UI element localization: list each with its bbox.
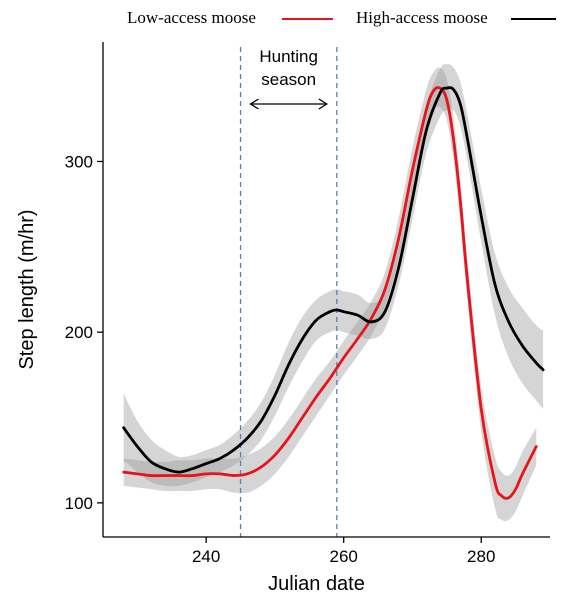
x-tick-label: 280 [467, 547, 495, 566]
y-axis-label: Step length (m/hr) [16, 209, 38, 369]
series-lines [122, 86, 545, 500]
legend-label-2: High-access moose [356, 8, 488, 27]
y-tick-label: 200 [65, 323, 93, 342]
x-tick-label: 240 [192, 547, 220, 566]
arrow-left-icon [249, 98, 259, 110]
legend: Low-access moose High-access moose [127, 8, 556, 27]
y-tick-label: 300 [65, 152, 93, 171]
legend-label-1: Low-access moose [127, 8, 256, 27]
annotation-label-line1: Hunting [259, 47, 318, 66]
series-line-2 [122, 86, 545, 474]
x-axis-label: Julian date [268, 573, 365, 595]
confidence-bands [123, 64, 544, 522]
arrow-right-icon [318, 98, 329, 110]
axes: 240 260 280 100 200 300 Julian date Step length… [16, 42, 550, 595]
annotation-label-line2: season [261, 70, 316, 89]
hunting-season-lines [239, 47, 338, 537]
x-tick-label: 260 [330, 547, 358, 566]
y-tick-label: 100 [65, 494, 93, 513]
hunting-season-annotation: Hunting season [249, 47, 329, 110]
series-line-1 [122, 86, 538, 500]
